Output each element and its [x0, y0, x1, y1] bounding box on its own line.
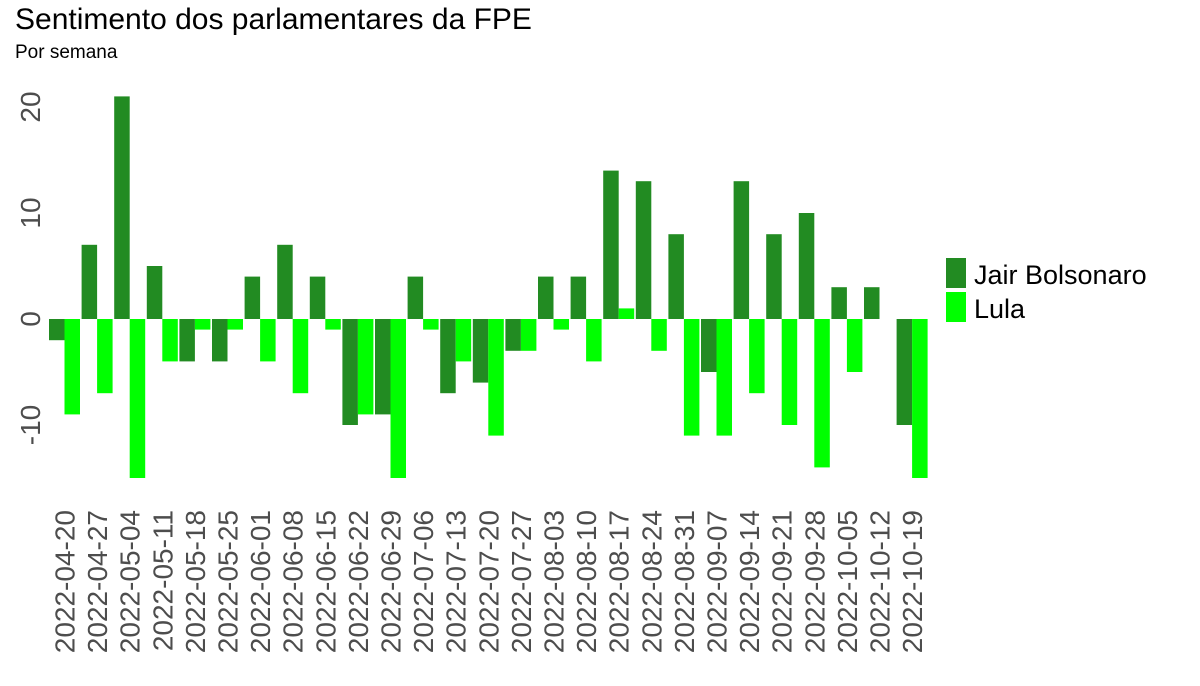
x-tick-label: 2022-04-20: [50, 510, 81, 653]
bar-lula-2022-10-19: [912, 319, 928, 478]
legend-label: Jair Bolsonaro: [974, 260, 1147, 290]
bar-lula-2022-08-03: [553, 319, 569, 330]
x-tick-label: 2022-09-14: [734, 510, 765, 653]
legend-swatch: [946, 292, 966, 322]
bar-jair-bolsonaro-2022-04-27: [81, 244, 98, 319]
bar-lula-2022-08-31: [683, 319, 700, 436]
x-tick-label: 2022-08-10: [571, 510, 602, 653]
x-tick-label: 2022-08-24: [636, 510, 667, 653]
x-tick-label: 2022-07-13: [441, 510, 472, 653]
bars-layer: [49, 96, 928, 478]
bar-lula-2022-08-10: [586, 319, 602, 362]
x-tick-label: 2022-09-28: [799, 510, 830, 653]
bar-jair-bolsonaro-2022-09-07: [701, 319, 717, 372]
x-tick-label: 2022-06-08: [278, 510, 309, 653]
bar-lula-2022-08-17: [618, 308, 635, 319]
x-tick-label: 2022-08-31: [669, 510, 700, 653]
bar-jair-bolsonaro-2022-08-24: [635, 181, 652, 319]
bar-lula-2022-10-05: [846, 319, 863, 372]
bar-jair-bolsonaro-2022-04-20: [49, 319, 65, 341]
bar-jair-bolsonaro-2022-05-04: [114, 96, 130, 320]
x-tick-label: 2022-06-29: [376, 510, 407, 653]
bar-jair-bolsonaro-2022-07-27: [505, 319, 521, 351]
y-tick-label: 0: [15, 311, 46, 327]
y-tick-label: 10: [15, 197, 46, 228]
x-tick-label: 2022-06-01: [245, 510, 276, 653]
bar-jair-bolsonaro-2022-05-11: [146, 266, 163, 319]
bar-jair-bolsonaro-2022-08-31: [668, 234, 684, 319]
bar-jair-bolsonaro-2022-09-21: [766, 234, 782, 319]
x-tick-label: 2022-10-19: [897, 510, 928, 653]
bar-lula-2022-09-28: [814, 319, 830, 468]
y-axis: -10 0 10 20: [15, 91, 46, 445]
bar-lula-2022-04-20: [64, 319, 80, 415]
bar-lula-2022-07-06: [423, 319, 439, 330]
chart-title: Sentimento dos parlamentares da FPE: [15, 3, 532, 36]
x-tick-label: 2022-06-22: [343, 510, 374, 653]
bar-lula-2022-05-04: [129, 319, 146, 478]
x-tick-label: 2022-10-05: [832, 510, 863, 653]
bar-lula-2022-05-11: [162, 319, 178, 362]
x-tick-label: 2022-05-04: [115, 510, 146, 653]
bar-jair-bolsonaro-2022-07-06: [407, 276, 424, 319]
chart-subtitle: Por semana: [15, 42, 118, 63]
x-tick-label: 2022-09-07: [702, 510, 733, 653]
bar-jair-bolsonaro-2022-08-10: [570, 276, 587, 319]
bar-jair-bolsonaro-2022-09-28: [798, 213, 815, 319]
x-tick-label: 2022-07-06: [408, 510, 439, 653]
bar-jair-bolsonaro-2022-05-25: [212, 319, 228, 362]
bar-jair-bolsonaro-2022-10-05: [831, 287, 847, 319]
bar-lula-2022-07-27: [520, 319, 537, 351]
bar-jair-bolsonaro-2022-09-14: [733, 181, 750, 319]
x-tick-label: 2022-09-21: [767, 510, 798, 653]
bar-jair-bolsonaro-2022-08-17: [603, 170, 619, 319]
x-tick-label: 2022-07-27: [506, 510, 537, 653]
bar-jair-bolsonaro-2022-06-15: [309, 276, 326, 319]
x-tick-label: 2022-05-18: [180, 510, 211, 653]
x-tick-label: 2022-10-12: [865, 510, 896, 653]
bar-lula-2022-04-27: [97, 319, 113, 394]
bar-lula-2022-07-20: [488, 319, 504, 436]
bar-jair-bolsonaro-2022-06-22: [342, 319, 358, 425]
legend: Jair Bolsonaro Lula: [946, 258, 1147, 324]
bar-jair-bolsonaro-2022-06-01: [244, 276, 261, 319]
bar-lula-2022-05-18: [194, 319, 211, 330]
x-tick-label: 2022-08-17: [604, 510, 635, 653]
x-tick-label: 2022-07-20: [473, 510, 504, 653]
bar-lula-2022-07-13: [455, 319, 472, 362]
bar-lula-2022-09-14: [749, 319, 765, 394]
x-axis: 2022-04-20 2022-04-27 2022-05-04 2022-05-11…: [50, 510, 929, 653]
bar-lula-2022-09-07: [716, 319, 732, 436]
x-tick-label: 2022-04-27: [82, 510, 113, 653]
x-tick-label: 2022-05-11: [147, 510, 178, 651]
bar-jair-bolsonaro-2022-10-19: [896, 319, 913, 425]
bar-lula-2022-06-15: [325, 319, 341, 330]
bar-jair-bolsonaro-2022-10-12: [864, 287, 880, 319]
bar-lula-2022-06-29: [390, 319, 406, 478]
bar-jair-bolsonaro-2022-06-29: [375, 319, 391, 415]
bar-jair-bolsonaro-2022-07-20: [472, 319, 489, 383]
y-tick-label: -10: [15, 405, 46, 445]
legend-swatch: [946, 258, 966, 288]
bar-jair-bolsonaro-2022-05-18: [179, 319, 195, 362]
bar-lula-2022-06-08: [292, 319, 309, 394]
bar-jair-bolsonaro-2022-06-08: [277, 244, 293, 319]
bar-lula-2022-06-01: [260, 319, 276, 362]
x-tick-label: 2022-08-03: [539, 510, 570, 653]
bar-lula-2022-05-25: [227, 319, 243, 330]
bar-jair-bolsonaro-2022-08-03: [538, 276, 554, 319]
bar-lula-2022-08-24: [651, 319, 667, 351]
x-tick-label: 2022-05-25: [213, 510, 244, 653]
legend-label: Lula: [974, 294, 1026, 324]
bar-lula-2022-06-22: [357, 319, 374, 415]
bar-jair-bolsonaro-2022-07-13: [440, 319, 456, 394]
y-tick-label: 20: [15, 91, 46, 122]
x-tick-label: 2022-06-15: [310, 510, 341, 653]
bar-lula-2022-09-21: [781, 319, 798, 425]
